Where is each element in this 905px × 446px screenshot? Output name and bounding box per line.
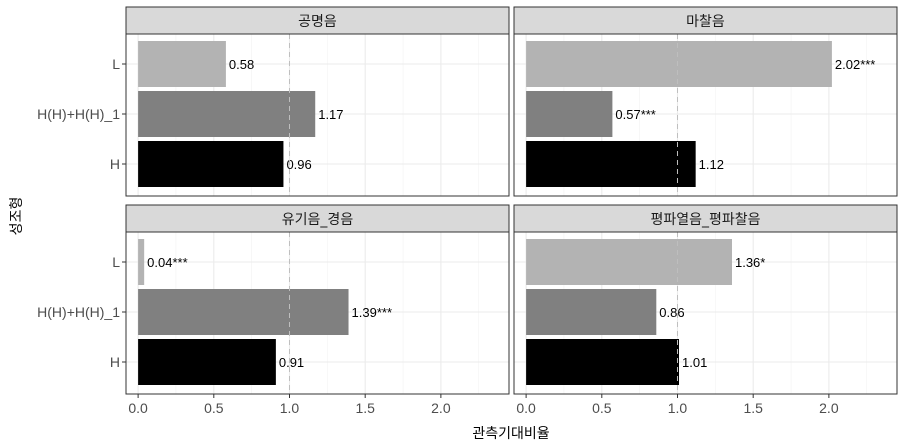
panel-border bbox=[513, 231, 898, 395]
bar-value-label: 1.01 bbox=[682, 355, 707, 370]
y-tick-label: L bbox=[112, 56, 120, 72]
bar bbox=[138, 239, 145, 285]
bar bbox=[138, 339, 276, 385]
bar-value-label: 1.17 bbox=[318, 107, 343, 122]
y-tick-label: H bbox=[110, 354, 120, 370]
panel-strip bbox=[125, 6, 510, 35]
x-axis-title: 관측기대비율 bbox=[472, 426, 549, 442]
panel-title: 공명음 bbox=[298, 14, 337, 30]
panels-layer: 공명음 0.58 1.17 0.96 마찰음 2.02*** 0.57*** 1.12 유기음_… bbox=[125, 6, 898, 395]
panel: 유기음_경음 0.04*** 1.39*** 0.91 bbox=[125, 204, 510, 395]
bar-value-label: 2.02*** bbox=[835, 57, 875, 72]
bar-value-label: 0.91 bbox=[279, 355, 304, 370]
x-tick-label: 0.5 bbox=[592, 400, 612, 416]
bar-value-label: 0.57*** bbox=[615, 107, 655, 122]
x-tick-label: 0.5 bbox=[204, 400, 224, 416]
x-tick-label: 0.0 bbox=[128, 400, 148, 416]
bar bbox=[526, 41, 832, 87]
bar-value-label: 1.12 bbox=[699, 157, 724, 172]
y-axis-title: 성조형 bbox=[9, 197, 25, 236]
panel: 평파열음_평파찰음 1.36* 0.86 1.01 bbox=[513, 204, 898, 395]
bar bbox=[138, 91, 316, 137]
panel-strip bbox=[513, 6, 898, 35]
x-tick-label: 1.5 bbox=[355, 400, 375, 416]
bar bbox=[526, 91, 613, 137]
bar-value-label: 1.39*** bbox=[352, 305, 392, 320]
panel-title: 평파열음_평파찰음 bbox=[650, 212, 760, 228]
bar bbox=[138, 41, 226, 87]
panel-border bbox=[125, 33, 510, 197]
bar-value-label: 0.86 bbox=[659, 305, 684, 320]
y-tick-label: H bbox=[110, 156, 120, 172]
bar bbox=[526, 239, 732, 285]
panel-title: 유기음_경음 bbox=[282, 212, 354, 228]
bar-value-label: 0.96 bbox=[286, 157, 311, 172]
panel-border bbox=[125, 231, 510, 395]
y-tick-label: H(H)+H(H)_1 bbox=[37, 304, 120, 320]
panel-strip bbox=[125, 204, 510, 233]
panel-title: 마찰음 bbox=[686, 14, 725, 30]
x-tick-label: 0.0 bbox=[516, 400, 536, 416]
panel: 공명음 0.58 1.17 0.96 bbox=[125, 6, 510, 197]
panel-strip bbox=[513, 204, 898, 233]
bar-value-label: 0.58 bbox=[229, 57, 254, 72]
bar bbox=[526, 289, 657, 335]
x-tick-label: 2.0 bbox=[431, 400, 451, 416]
bar bbox=[138, 289, 349, 335]
bar bbox=[138, 141, 284, 187]
x-tick-label: 2.0 bbox=[819, 400, 839, 416]
y-tick-label: L bbox=[112, 254, 120, 270]
x-tick-label: 1.5 bbox=[743, 400, 763, 416]
panel: 마찰음 2.02*** 0.57*** 1.12 bbox=[513, 6, 898, 197]
bar-value-label: 0.04*** bbox=[147, 255, 187, 270]
x-tick-label: 1.0 bbox=[668, 400, 688, 416]
axes-layer: L H(H)+H(H)_1 H L H(H)+H(H)_1 H 0.0 0.5 1.0 1.5 2.… bbox=[37, 56, 839, 416]
bar bbox=[526, 141, 696, 187]
bar bbox=[526, 339, 680, 385]
panel-border bbox=[513, 33, 898, 197]
y-tick-label: H(H)+H(H)_1 bbox=[37, 106, 120, 122]
bar-value-label: 1.36* bbox=[735, 255, 765, 270]
x-tick-label: 1.0 bbox=[280, 400, 300, 416]
